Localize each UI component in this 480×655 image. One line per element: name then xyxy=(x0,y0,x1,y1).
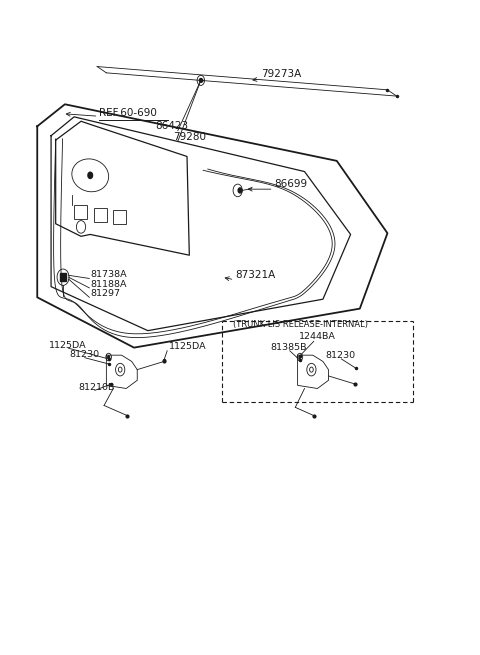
Text: 81210B: 81210B xyxy=(79,383,115,392)
Text: 86423: 86423 xyxy=(155,121,188,131)
Text: 86699: 86699 xyxy=(275,179,308,189)
Text: 87321A: 87321A xyxy=(235,271,276,280)
Text: 1125DA: 1125DA xyxy=(49,341,86,350)
Text: REF.60-690: REF.60-690 xyxy=(99,108,157,118)
Text: 1125DA: 1125DA xyxy=(168,342,206,351)
Text: 81738A: 81738A xyxy=(90,270,127,279)
Circle shape xyxy=(299,356,301,358)
Text: 81230: 81230 xyxy=(325,351,355,360)
Text: 81188A: 81188A xyxy=(90,280,127,288)
FancyBboxPatch shape xyxy=(60,273,66,281)
Text: 81385B: 81385B xyxy=(270,343,306,352)
Text: 1244BA: 1244BA xyxy=(299,332,336,341)
Circle shape xyxy=(238,188,242,193)
Text: 81230: 81230 xyxy=(70,350,100,359)
Text: (TRUNK LIS RELEASE-INTERNAL): (TRUNK LIS RELEASE-INTERNAL) xyxy=(233,320,368,329)
Text: 81297: 81297 xyxy=(90,289,120,298)
Text: 79280: 79280 xyxy=(173,132,206,142)
Circle shape xyxy=(108,356,109,358)
Circle shape xyxy=(200,79,202,83)
Text: 79273A: 79273A xyxy=(261,69,301,79)
Circle shape xyxy=(88,172,93,178)
